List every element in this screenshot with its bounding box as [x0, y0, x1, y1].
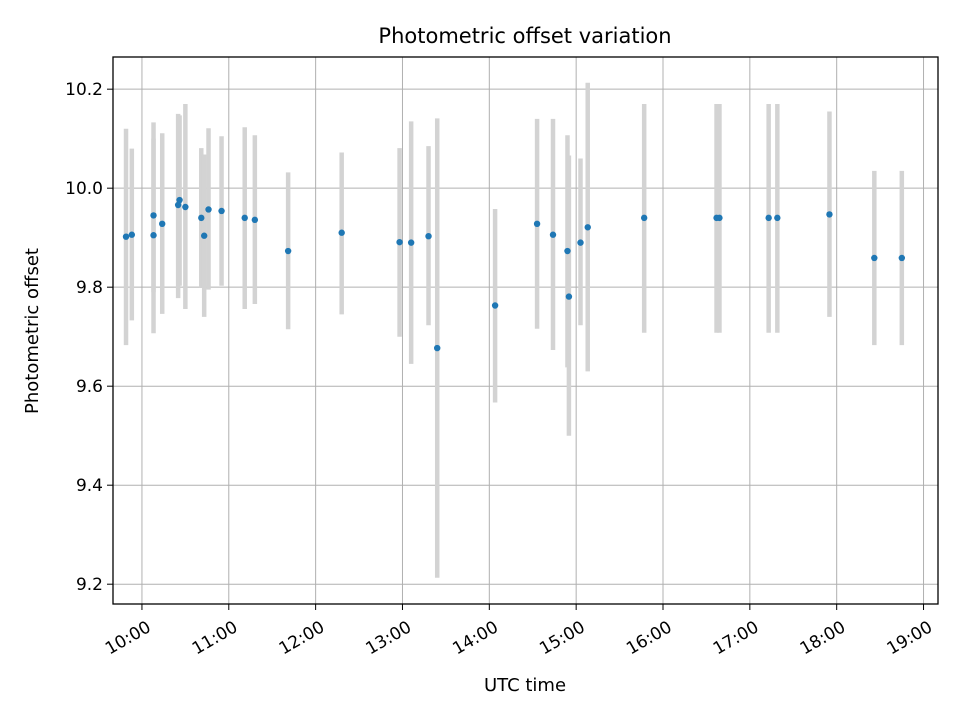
y-tick-label: 9.6	[76, 377, 103, 397]
data-point	[826, 211, 833, 218]
data-point	[241, 214, 248, 222]
data-point	[871, 254, 878, 262]
data-point	[122, 233, 130, 240]
data-points	[122, 196, 906, 352]
data-point	[182, 203, 189, 211]
data-point	[491, 302, 499, 309]
data-point	[174, 201, 182, 209]
data-point	[565, 293, 573, 300]
data-point	[716, 214, 723, 222]
data-point	[150, 232, 157, 239]
data-point	[200, 232, 208, 239]
data-point	[407, 239, 415, 246]
data-point	[218, 207, 225, 215]
y-tick-label: 9.2	[76, 575, 103, 595]
y-axis-label: Photometric offset	[22, 248, 43, 414]
data-point	[774, 214, 781, 222]
data-point	[251, 216, 259, 224]
data-point	[425, 232, 432, 240]
y-tick-label: 9.4	[76, 476, 103, 496]
data-point	[898, 254, 906, 262]
data-point	[765, 214, 772, 222]
y-tick-label: 10.0	[65, 179, 103, 199]
y-axis-ticks: 9.2 9.4 9.6 9.8 10.0 10.2	[65, 80, 113, 595]
data-point	[396, 238, 403, 246]
y-tick-label: 10.2	[65, 80, 103, 100]
data-point	[198, 214, 205, 222]
data-point	[533, 220, 541, 228]
data-point	[176, 196, 183, 204]
data-point	[150, 212, 157, 219]
chart-title: Photometric offset variation	[378, 24, 671, 48]
x-axis-label: UTC time	[484, 675, 566, 696]
data-point	[577, 239, 584, 246]
data-point	[338, 229, 345, 236]
plot-frame	[112, 56, 939, 605]
data-point	[128, 231, 136, 238]
data-point	[434, 344, 441, 352]
data-point	[564, 247, 571, 255]
data-point	[284, 247, 292, 255]
data-point	[205, 206, 212, 213]
data-point	[159, 220, 166, 228]
data-point	[640, 214, 648, 222]
y-tick-label: 9.8	[76, 278, 103, 298]
grid-lines	[113, 57, 938, 604]
data-point	[549, 231, 557, 238]
data-point	[584, 224, 591, 231]
